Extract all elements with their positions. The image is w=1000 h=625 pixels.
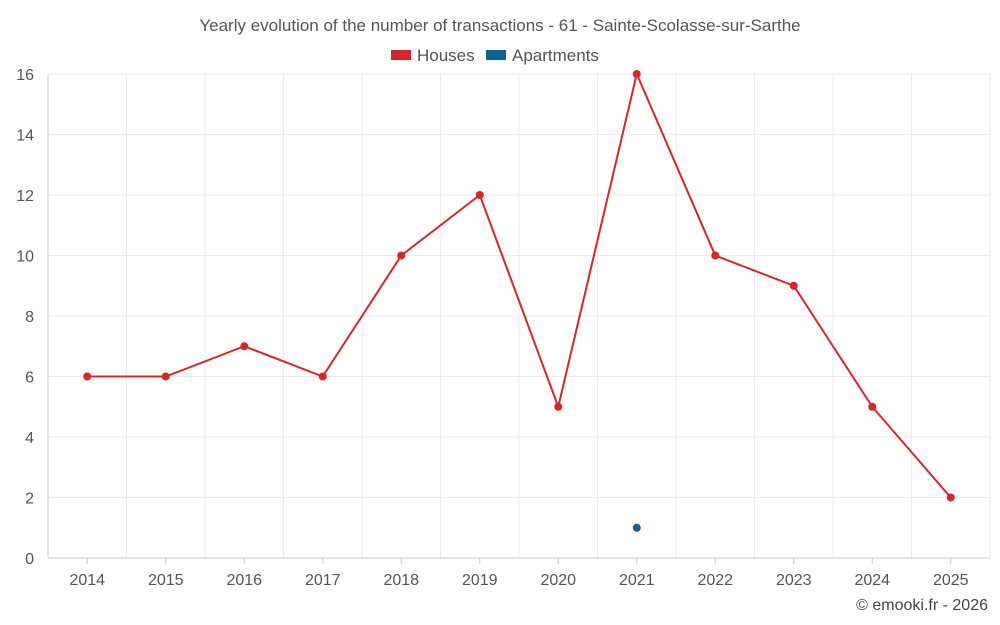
data-point-houses[interactable] — [554, 402, 563, 411]
series-apartments — [632, 523, 641, 532]
x-tick-label: 2021 — [619, 572, 655, 589]
x-tick-label: 2020 — [540, 572, 576, 589]
legend-label-apartments[interactable]: Apartments — [512, 46, 599, 65]
data-point-apartments[interactable] — [632, 523, 641, 532]
data-point-houses[interactable] — [475, 191, 484, 199]
data-point-houses[interactable] — [946, 493, 955, 502]
series-layer — [83, 70, 955, 532]
x-tick-label: 2022 — [697, 572, 733, 589]
legend: Houses Apartments — [391, 46, 599, 65]
y-tick-label: 6 — [25, 370, 34, 387]
y-tick-label: 10 — [16, 249, 34, 266]
x-tick-label: 2019 — [462, 572, 498, 589]
x-tick-label: 2018 — [383, 572, 419, 589]
x-tick-label: 2017 — [305, 572, 341, 589]
data-point-houses[interactable] — [240, 342, 249, 351]
data-point-houses[interactable] — [632, 70, 641, 78]
legend-swatch-houses — [391, 50, 411, 60]
data-point-houses[interactable] — [397, 251, 406, 260]
data-point-houses[interactable] — [318, 372, 327, 381]
x-tick-label: 2025 — [933, 572, 969, 589]
credit-text: © emooki.fr - 2026 — [856, 597, 988, 614]
data-point-houses[interactable] — [83, 372, 92, 381]
x-tick-label: 2016 — [226, 572, 262, 589]
chart-title: Yearly evolution of the number of transa… — [199, 16, 800, 35]
y-tick-label: 12 — [16, 188, 34, 205]
series-houses — [83, 70, 955, 502]
legend-label-houses[interactable]: Houses — [417, 46, 475, 65]
x-tick-label: 2024 — [854, 572, 890, 589]
x-axis-ticks: 2014 2015 2016 2017 2018 2019 2020 2021 2022 2023… — [69, 558, 969, 589]
y-tick-label: 8 — [25, 309, 34, 326]
x-tick-label: 2023 — [776, 572, 812, 589]
grid — [47, 73, 991, 559]
data-point-houses[interactable] — [868, 402, 877, 411]
x-tick-label: 2014 — [69, 572, 105, 589]
series-line-houses — [87, 73, 952, 499]
data-point-houses[interactable] — [789, 281, 798, 290]
data-point-houses[interactable] — [711, 251, 720, 260]
y-tick-label: 4 — [25, 430, 34, 447]
legend-swatch-apartments — [486, 50, 506, 60]
data-point-houses[interactable] — [161, 372, 170, 381]
y-tick-label: 2 — [25, 491, 34, 508]
y-tick-label: 16 — [16, 67, 34, 84]
y-tick-label: 14 — [16, 128, 34, 145]
y-tick-label: 0 — [25, 551, 34, 568]
y-axis-ticks: 0 2 4 6 8 10 12 14 16 — [16, 67, 34, 568]
x-tick-label: 2015 — [148, 572, 184, 589]
